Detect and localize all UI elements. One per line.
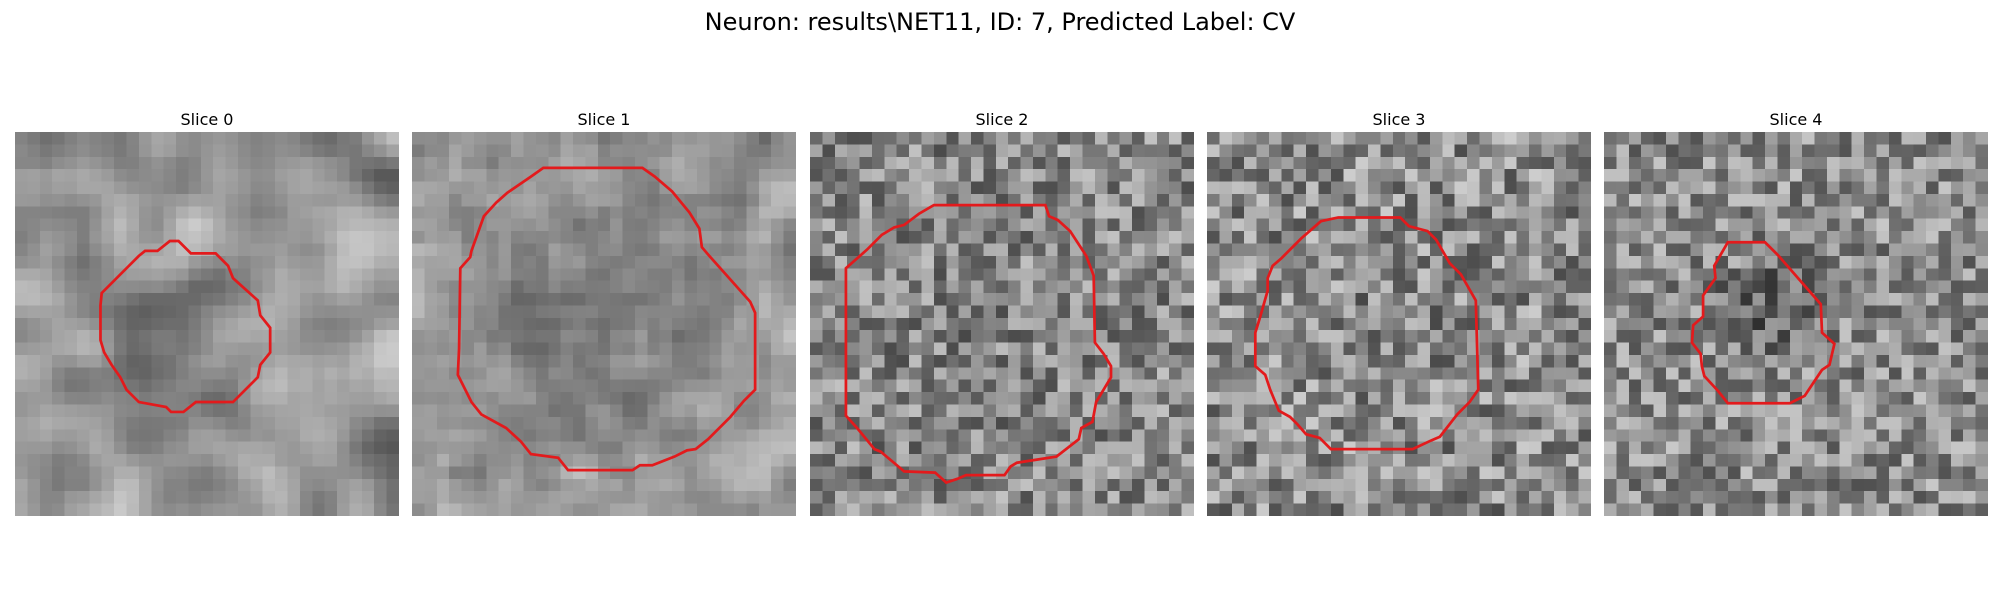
slice-panel-0: Slice 0 [15,108,399,516]
neuron-contour [99,239,272,414]
neuron-contour [844,203,1113,485]
slice-image [1604,132,1988,516]
slice-panel-2: Slice 2 [810,108,1194,516]
slice-title: Slice 1 [577,110,631,129]
slice-image [15,132,399,516]
slice-title: Slice 0 [180,110,234,129]
slice-panel-4: Slice 4 [1604,108,1988,516]
slice-title: Slice 2 [975,110,1029,129]
slice-title: Slice 3 [1372,110,1426,129]
neuron-contour [1253,216,1480,451]
slice-image [810,132,1194,516]
neuron-contour [456,166,757,472]
slice-panel-3: Slice 3 [1207,108,1591,516]
figure-title: Neuron: results\NET11, ID: 7, Predicted … [704,8,1296,36]
slice-image [412,132,796,516]
slice-panel-1: Slice 1 [412,108,796,516]
neuron-contour [1690,240,1836,405]
slice-image [1207,132,1591,516]
slice-title: Slice 4 [1769,110,1823,129]
